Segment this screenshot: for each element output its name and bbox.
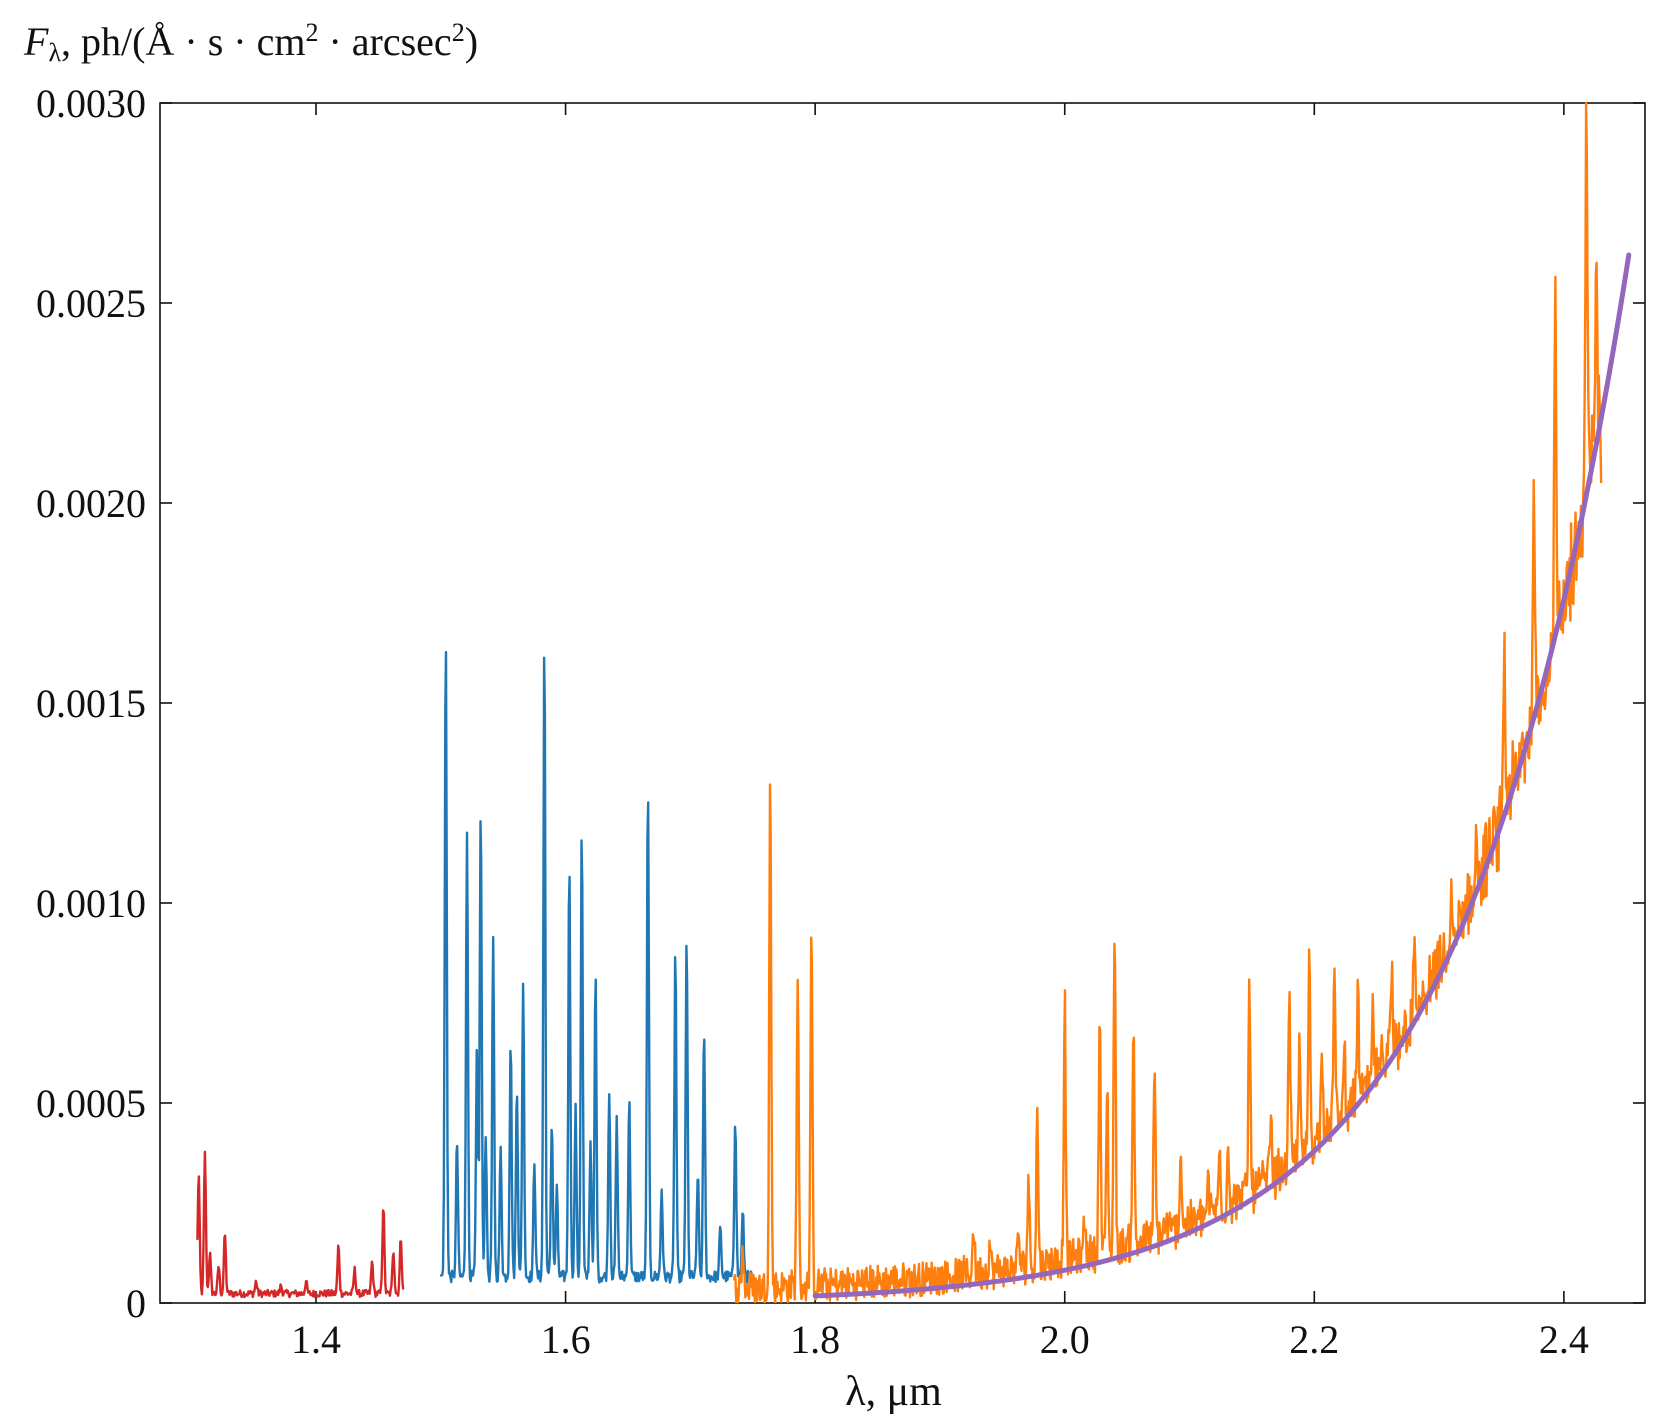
x-tick-label: 2.2	[1289, 1317, 1339, 1362]
y-tick-label: 0.0025	[36, 281, 146, 326]
x-tick-label: 1.6	[541, 1317, 591, 1362]
spectrum-series-orange	[732, 101, 1603, 1303]
spectrum-series-red	[196, 1150, 405, 1299]
y-tick-label: 0.0030	[36, 81, 146, 126]
y-axis-sup-1: 2	[305, 18, 319, 47]
x-tick-label: 1.8	[790, 1317, 840, 1362]
y-axis-symbol: F	[24, 19, 49, 64]
y-axis-label: Fλ, ph/(Å · s · cm2 · arcsec2)	[24, 18, 478, 68]
y-axis-sup-2: 2	[451, 18, 465, 47]
y-tick-label: 0.0010	[36, 881, 146, 926]
y-axis-subscript: λ	[48, 38, 62, 67]
y-axis-unit-post: )	[464, 19, 479, 64]
y-axis-unit-mid: · arcsec	[318, 19, 452, 64]
y-tick-label: 0.0005	[36, 1081, 146, 1126]
x-axis-label: λ, μm	[845, 1369, 942, 1415]
x-tick-label: 2.0	[1040, 1317, 1090, 1362]
model-curve-purple	[812, 252, 1632, 1299]
x-tick-label: 1.4	[291, 1317, 341, 1362]
y-tick-label: 0.0015	[36, 681, 146, 726]
spectrum-series-blue	[439, 650, 753, 1284]
y-tick-label: 0.0020	[36, 481, 146, 526]
x-tick-label: 2.4	[1539, 1317, 1589, 1362]
y-axis-unit-pre: , ph/(Å · s · cm	[61, 19, 306, 64]
plot-frame	[159, 102, 1646, 1304]
y-tick-label: 0	[126, 1281, 146, 1326]
